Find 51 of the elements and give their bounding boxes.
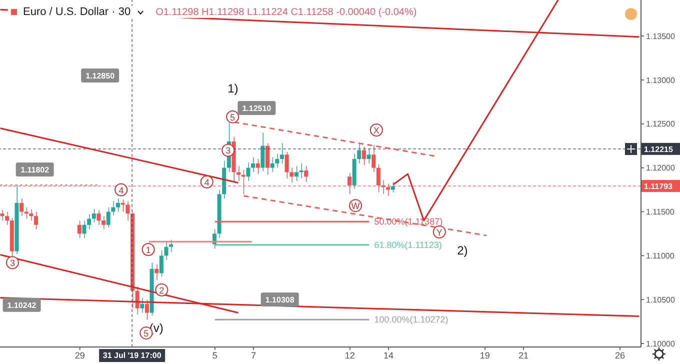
annotation: 5 — [144, 328, 149, 338]
ref-line-label: 1.12215 — [644, 144, 674, 154]
candlestick — [29, 209, 34, 220]
annotation: Y — [436, 227, 442, 238]
x-tick-label: 5 — [212, 350, 218, 360]
candlestick — [386, 184, 390, 196]
annotation: 2) — [457, 243, 468, 258]
annotation: 1.12850 — [86, 72, 116, 81]
annotation: 4 — [204, 177, 210, 188]
candlestick — [236, 166, 241, 181]
candlestick — [251, 157, 256, 172]
y-tick-label: 1.10500 — [646, 295, 676, 304]
annotation: 4 — [118, 185, 124, 196]
annotation: 1.10308 — [265, 296, 295, 305]
candlestick — [275, 154, 280, 168]
annotation: W — [351, 201, 360, 212]
annotation: 1.12510 — [242, 104, 272, 114]
y-tick-label: 1.13500 — [646, 32, 676, 41]
y-tick-label: 1.12500 — [646, 120, 676, 129]
x-tick-label: 19 — [480, 350, 490, 360]
candlestick — [111, 201, 116, 216]
y-tick-label: 1.11000 — [646, 251, 675, 260]
x-tick-label: 29 — [74, 350, 85, 360]
y-tick-label: 1.12000 — [646, 164, 676, 173]
annotation: X — [373, 126, 380, 136]
y-tick-label: 1.13000 — [646, 76, 676, 85]
text: Euro / U.S. Dollar · 30 — [23, 6, 131, 18]
annotation: 1) — [228, 82, 238, 96]
candlestick — [154, 264, 159, 280]
annotation: 5 — [230, 112, 236, 122]
x-tick-label: 14 — [383, 350, 394, 360]
x-tick-label: 21 — [518, 350, 529, 360]
y-tick-label: 1.11500 — [646, 208, 675, 217]
x-tick-label: 26 — [614, 350, 625, 360]
annotation: 3 — [226, 146, 231, 156]
x-tick-label: 12 — [344, 350, 355, 360]
y-tick-label: 1.10000 — [646, 339, 676, 348]
candlestick — [5, 212, 10, 225]
annotation: 2 — [159, 285, 164, 296]
candlestick — [290, 168, 294, 183]
annotation: 1 — [146, 244, 151, 255]
annotation: 1.10242 — [7, 300, 37, 310]
candlestick — [102, 216, 106, 230]
series-label: 100.00%(1.10272) — [374, 314, 448, 325]
annotation: 1.11802 — [20, 166, 50, 175]
text: O1.11298 H1.11298 L1.11224 C1.11258 -0.00040 (-0.04%) — [156, 6, 417, 18]
x-tick-label: 7 — [250, 350, 256, 360]
series-label: 61.80%(1.11123) — [374, 240, 442, 250]
ref-line-label: 1.11793 — [644, 182, 674, 191]
annotation: 3 — [10, 258, 15, 268]
ref-line-label: 31 Jul '19 17:00 — [102, 351, 162, 360]
